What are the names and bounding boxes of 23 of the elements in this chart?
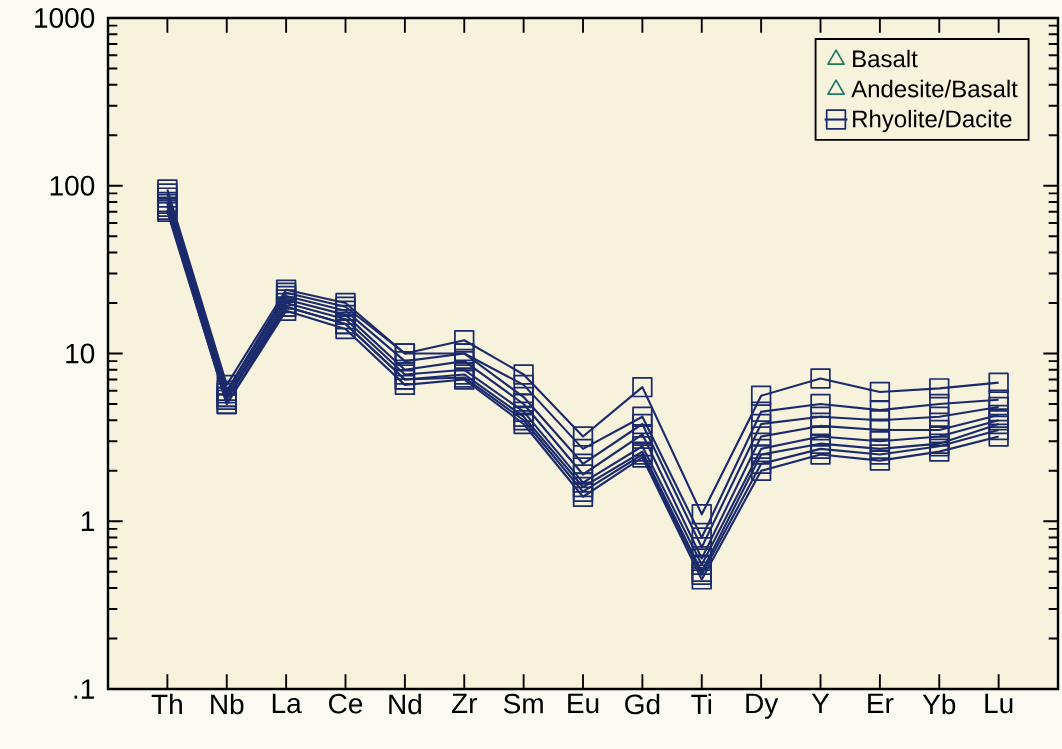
x-tick-label: Nb — [211, 693, 244, 715]
x-tick-label: Eu — [568, 693, 599, 714]
x-tick-label: Zr — [451, 693, 478, 713]
x-tick-label: La — [272, 693, 302, 714]
legend-label: Andesite/Basalt — [851, 79, 1018, 98]
x-tick-label: Y — [811, 693, 830, 713]
legend-label: Rhyolite/Dacite — [853, 109, 1012, 133]
y-tick-label: 1 — [81, 511, 94, 531]
legend-label: Basalt — [853, 49, 918, 68]
x-tick-label: Ti — [691, 693, 712, 714]
x-tick-label: Sm — [503, 693, 543, 714]
y-tick-label: .1 — [74, 679, 94, 699]
x-tick-label: Er — [868, 693, 894, 713]
y-tick-label: 1000 — [35, 8, 95, 28]
x-tick-label: Yb — [922, 693, 956, 715]
x-tick-label: Lu — [985, 693, 1013, 714]
x-tick-label: Ce — [329, 693, 363, 714]
x-tick-label: Gd — [625, 693, 660, 715]
y-tick-label: 10 — [66, 343, 95, 364]
x-tick-label: Nd — [389, 693, 421, 715]
x-tick-label: Dy — [746, 693, 779, 719]
y-tick-label: 100 — [50, 175, 95, 196]
x-tick-label: Th — [151, 693, 182, 714]
